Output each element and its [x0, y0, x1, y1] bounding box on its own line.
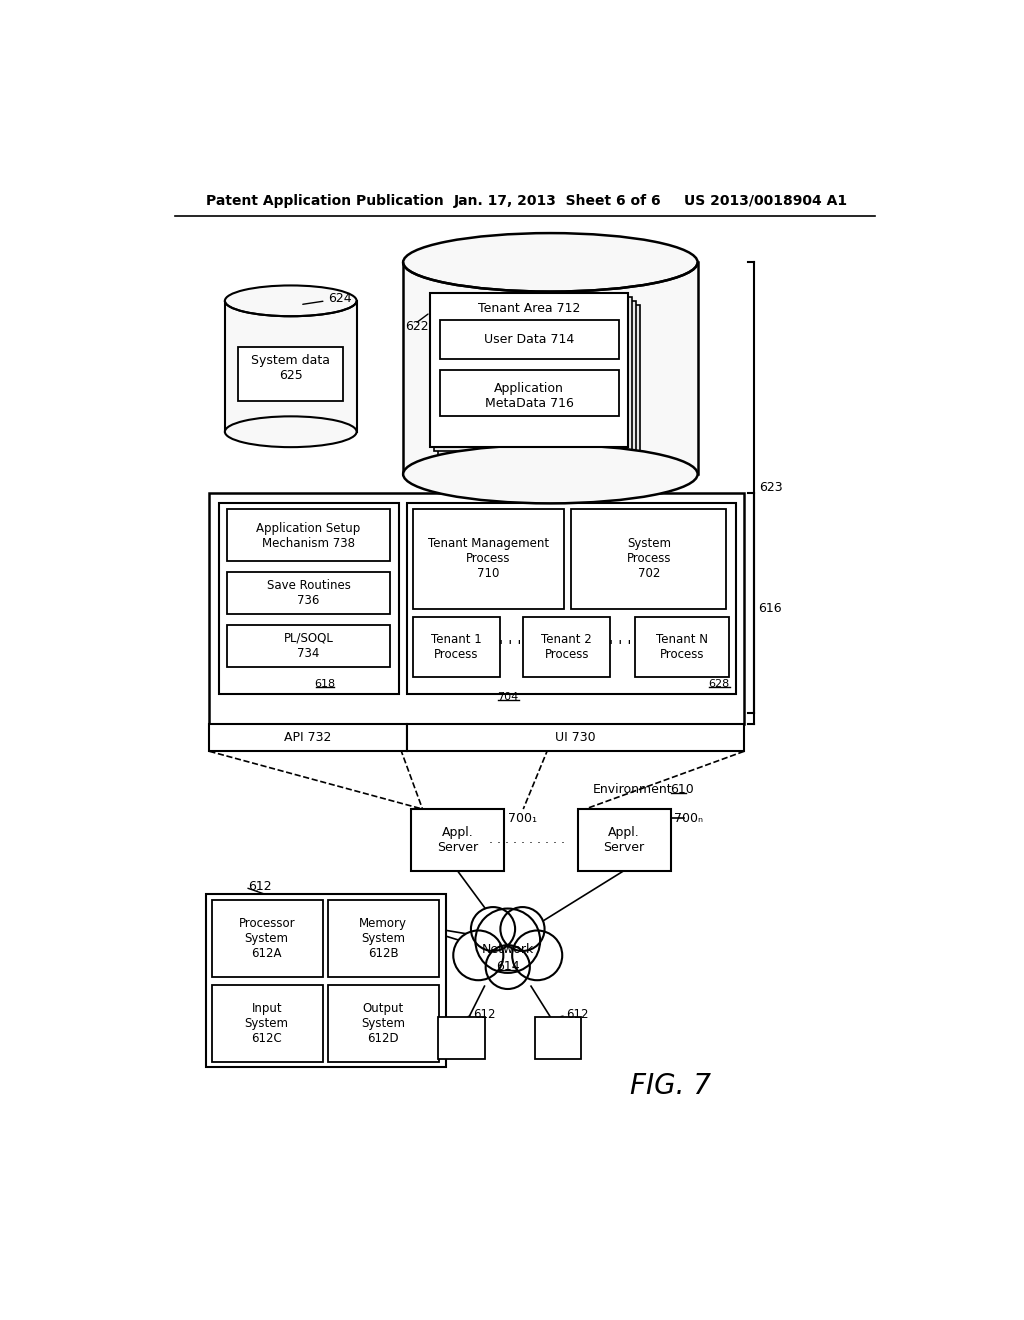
Circle shape: [475, 908, 540, 973]
Text: Jan. 17, 2013  Sheet 6 of 6: Jan. 17, 2013 Sheet 6 of 6: [454, 194, 662, 207]
Bar: [225, 301, 356, 432]
Bar: [227, 508, 390, 561]
Text: Application
MetaData 716: Application MetaData 716: [484, 381, 573, 409]
Ellipse shape: [403, 445, 697, 503]
Bar: [535, 1016, 582, 1059]
Text: Output
System
612D: Output System 612D: [361, 1002, 404, 1044]
Text: Tenant N
Process: Tenant N Process: [656, 634, 709, 661]
Bar: [414, 508, 564, 609]
Text: 622: 622: [406, 319, 429, 333]
Bar: [414, 618, 500, 677]
Bar: [206, 894, 445, 1067]
Circle shape: [471, 907, 515, 950]
Text: 612: 612: [566, 1008, 589, 1022]
Bar: [328, 900, 438, 977]
Bar: [523, 618, 610, 677]
Bar: [238, 347, 343, 401]
Text: Patent Application Publication: Patent Application Publication: [206, 194, 443, 207]
Text: Tenant 2
Process: Tenant 2 Process: [542, 634, 592, 661]
Bar: [438, 1016, 484, 1059]
Text: Application Setup
Mechanism 738: Application Setup Mechanism 738: [256, 521, 360, 549]
Text: Processor
System
612A: Processor System 612A: [239, 917, 295, 960]
Bar: [209, 494, 744, 725]
Bar: [571, 508, 726, 609]
Text: 624: 624: [328, 292, 351, 305]
Ellipse shape: [403, 234, 697, 292]
Bar: [430, 293, 628, 447]
Bar: [635, 618, 729, 677]
Circle shape: [501, 907, 545, 950]
Bar: [434, 297, 632, 451]
Text: 700ₙ: 700ₙ: [675, 812, 703, 825]
Text: 623: 623: [760, 482, 783, 495]
Bar: [411, 809, 504, 871]
Bar: [407, 725, 744, 751]
Bar: [328, 985, 438, 1061]
Text: 616: 616: [758, 602, 781, 615]
Ellipse shape: [225, 416, 356, 447]
Circle shape: [485, 945, 529, 989]
Text: 704: 704: [497, 693, 518, 702]
Bar: [439, 321, 618, 359]
Bar: [212, 985, 323, 1061]
Text: API 732: API 732: [285, 731, 332, 744]
Bar: [578, 809, 671, 871]
Text: Tenant 1
Process: Tenant 1 Process: [431, 634, 482, 661]
Text: ' ' ': ' ' ': [609, 640, 632, 655]
Text: Network: Network: [481, 942, 534, 956]
Text: Environment: Environment: [593, 783, 673, 796]
Text: 614: 614: [496, 961, 519, 973]
Bar: [439, 370, 618, 416]
Text: US 2013/0018904 A1: US 2013/0018904 A1: [684, 194, 848, 207]
Text: Save Routines
736: Save Routines 736: [266, 579, 350, 607]
Ellipse shape: [225, 285, 356, 317]
Text: Input
System
612C: Input System 612C: [245, 1002, 289, 1044]
Text: User Data 714: User Data 714: [484, 333, 574, 346]
Text: System data
625: System data 625: [251, 354, 331, 381]
Text: FIG. 7: FIG. 7: [630, 1072, 711, 1101]
Bar: [219, 503, 399, 693]
Text: . . . . . . . . . .: . . . . . . . . . .: [489, 833, 565, 846]
Text: 618: 618: [314, 680, 336, 689]
Bar: [212, 900, 323, 977]
Text: Appl.
Server: Appl. Server: [437, 826, 478, 854]
Circle shape: [512, 931, 562, 981]
Text: UI 730: UI 730: [555, 731, 596, 744]
Text: ' ' ': ' ' ': [499, 640, 521, 655]
Text: 612: 612: [473, 1008, 496, 1022]
Bar: [442, 305, 640, 459]
Circle shape: [454, 931, 504, 981]
Bar: [438, 301, 636, 455]
Bar: [227, 572, 390, 614]
Text: 612: 612: [248, 879, 271, 892]
Text: PL/SOQL
734: PL/SOQL 734: [284, 632, 334, 660]
Text: 628: 628: [709, 680, 730, 689]
Text: 610: 610: [671, 783, 694, 796]
Text: 700₁: 700₁: [508, 812, 537, 825]
Text: Appl.
Server: Appl. Server: [603, 826, 644, 854]
Bar: [209, 725, 407, 751]
Bar: [403, 263, 697, 474]
Bar: [407, 503, 736, 693]
Text: Memory
System
612B: Memory System 612B: [359, 917, 407, 960]
Text: Tenant Management
Process
710: Tenant Management Process 710: [428, 537, 549, 581]
Text: System
Process
702: System Process 702: [627, 537, 671, 581]
Text: Tenant Area 712: Tenant Area 712: [478, 302, 581, 315]
Bar: [227, 626, 390, 668]
